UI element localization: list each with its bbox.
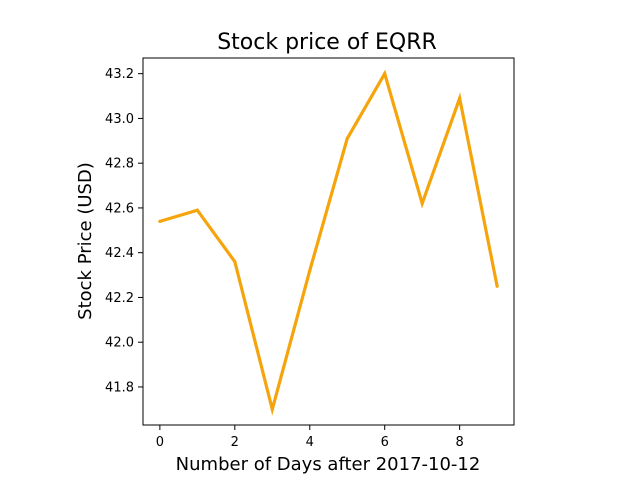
series-line-0 [159, 69, 499, 416]
x-axis: 0 2 4 6 8 [156, 425, 464, 450]
data-point-9 [495, 284, 499, 288]
y-tick-label-1: 42.0 [105, 336, 134, 351]
plot-area [142, 57, 515, 426]
y-tick-label-4: 42.6 [105, 201, 134, 216]
x-tick-label-4: 8 [456, 435, 464, 450]
data-point-8 [458, 96, 462, 100]
y-tick-label-5: 42.8 [105, 157, 134, 172]
x-tick-label-0: 0 [156, 435, 164, 450]
data-point-0 [158, 219, 162, 223]
plot-frame [142, 57, 515, 426]
series-layer [158, 69, 499, 416]
data-point-1 [195, 208, 199, 212]
y-tick-label-7: 43.2 [105, 67, 134, 82]
x-tick-label-2: 4 [306, 435, 314, 450]
y-tick-label-6: 43.0 [105, 112, 134, 127]
x-tick-label-3: 6 [381, 435, 389, 450]
x-axis-label: Number of Days after 2017-10-12 [176, 454, 481, 475]
data-point-4 [308, 268, 312, 273]
data-point-7 [420, 201, 424, 206]
y-axis: 41.8 42.0 42.2 42.4 42.6 42.8 43.0 43.2 [105, 67, 143, 395]
y-axis-label: Stock Price (USD) [75, 162, 96, 320]
data-point-2 [233, 260, 237, 264]
y-tick-label-2: 42.2 [105, 291, 134, 306]
data-point-6 [383, 72, 387, 76]
y-tick-label-3: 42.4 [105, 246, 134, 261]
data-point-3 [270, 407, 274, 411]
data-point-5 [345, 136, 349, 141]
y-tick-label-0: 41.8 [105, 380, 134, 395]
x-tick-label-1: 2 [231, 435, 239, 450]
chart-title: Stock price of EQRR [217, 30, 437, 55]
